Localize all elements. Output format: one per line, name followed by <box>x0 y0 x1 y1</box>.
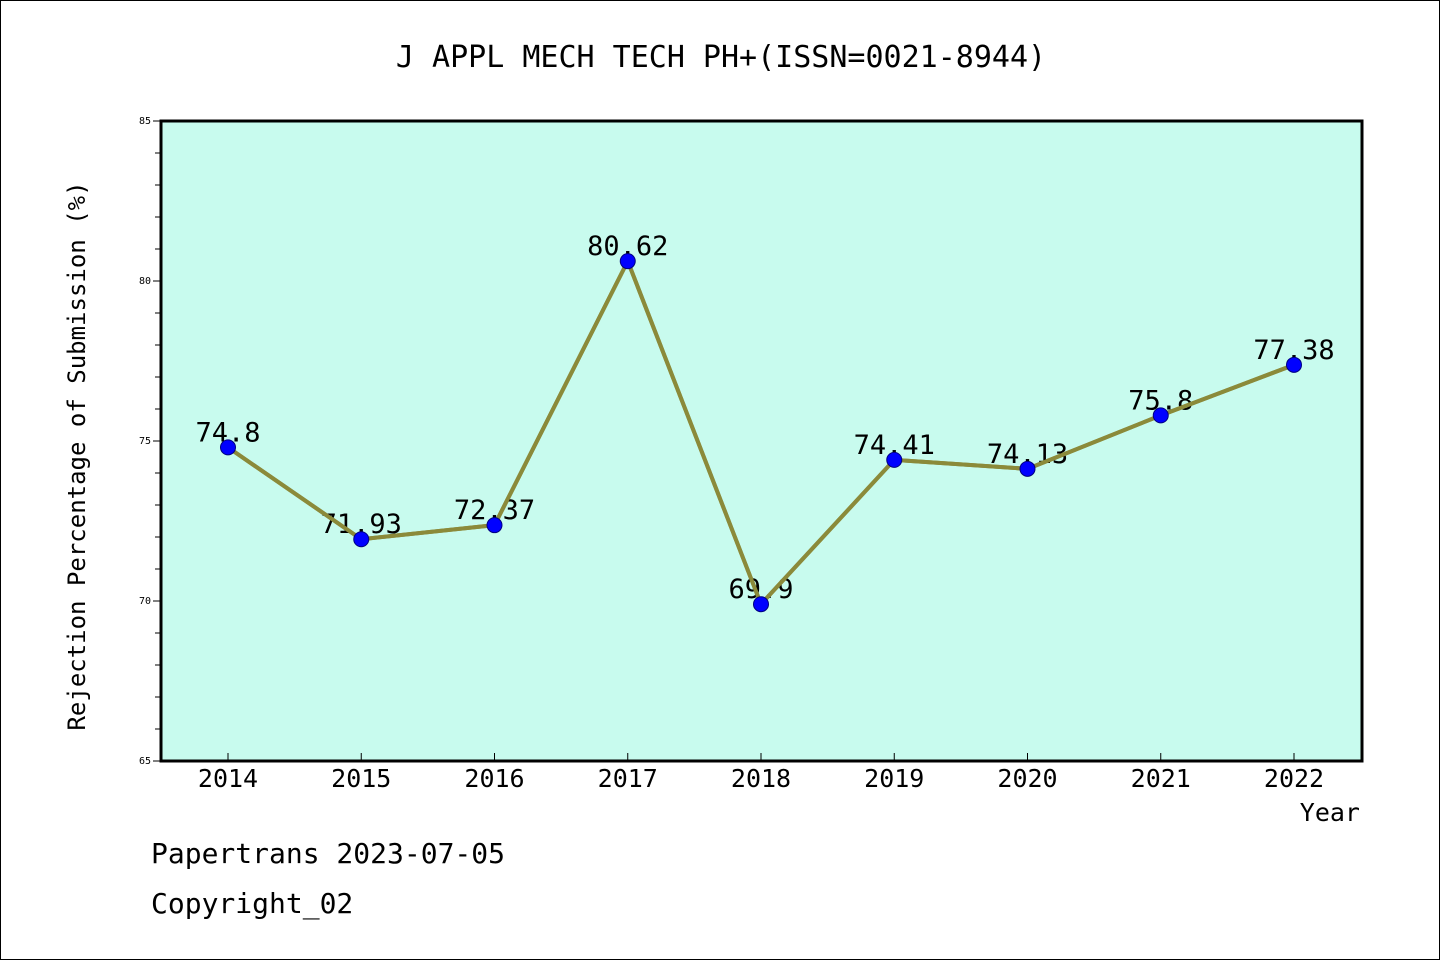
x-axis-label: Year <box>1300 798 1360 827</box>
plot-area <box>159 119 1364 763</box>
data-point <box>886 451 903 468</box>
data-point <box>220 439 236 456</box>
x-tick-label: 2016 <box>464 764 524 793</box>
data-point <box>753 596 769 613</box>
chart-title: J APPL MECH TECH PH+(ISSN=0021-8944) <box>396 40 1046 75</box>
x-tick-label: 2014 <box>198 764 258 793</box>
x-tick-label: 2020 <box>997 764 1057 793</box>
footer-copyright: Copyright_02 <box>151 887 354 920</box>
data-point <box>1152 407 1169 424</box>
x-tick-label: 2021 <box>1131 764 1191 793</box>
x-tick-label: 2022 <box>1264 764 1324 793</box>
data-point <box>1286 356 1302 373</box>
data-point <box>486 517 503 534</box>
y-tick-label: 65 <box>139 756 151 767</box>
y-tick-label: 70 <box>139 596 151 607</box>
x-axis: 2014 2015 2016 2017 2018 2019 2020 2021 2022 <box>198 753 1324 793</box>
data-point <box>353 531 370 548</box>
data-point <box>619 253 636 270</box>
y-tick-label: 75 <box>139 436 151 447</box>
x-tick-label: 2018 <box>731 764 791 793</box>
y-axis: 65 70 75 80 85 <box>139 116 161 767</box>
x-tick-label: 2017 <box>598 764 658 793</box>
x-tick-label: 2015 <box>331 764 391 793</box>
y-axis-label: Rejection Percentage of Submission (%) <box>63 181 91 730</box>
y-tick-label: 80 <box>139 276 151 287</box>
footer-date: Papertrans 2023-07-05 <box>151 837 506 870</box>
data-point <box>1019 460 1036 477</box>
x-tick-label: 2019 <box>864 764 924 793</box>
y-tick-label: 85 <box>139 116 151 127</box>
